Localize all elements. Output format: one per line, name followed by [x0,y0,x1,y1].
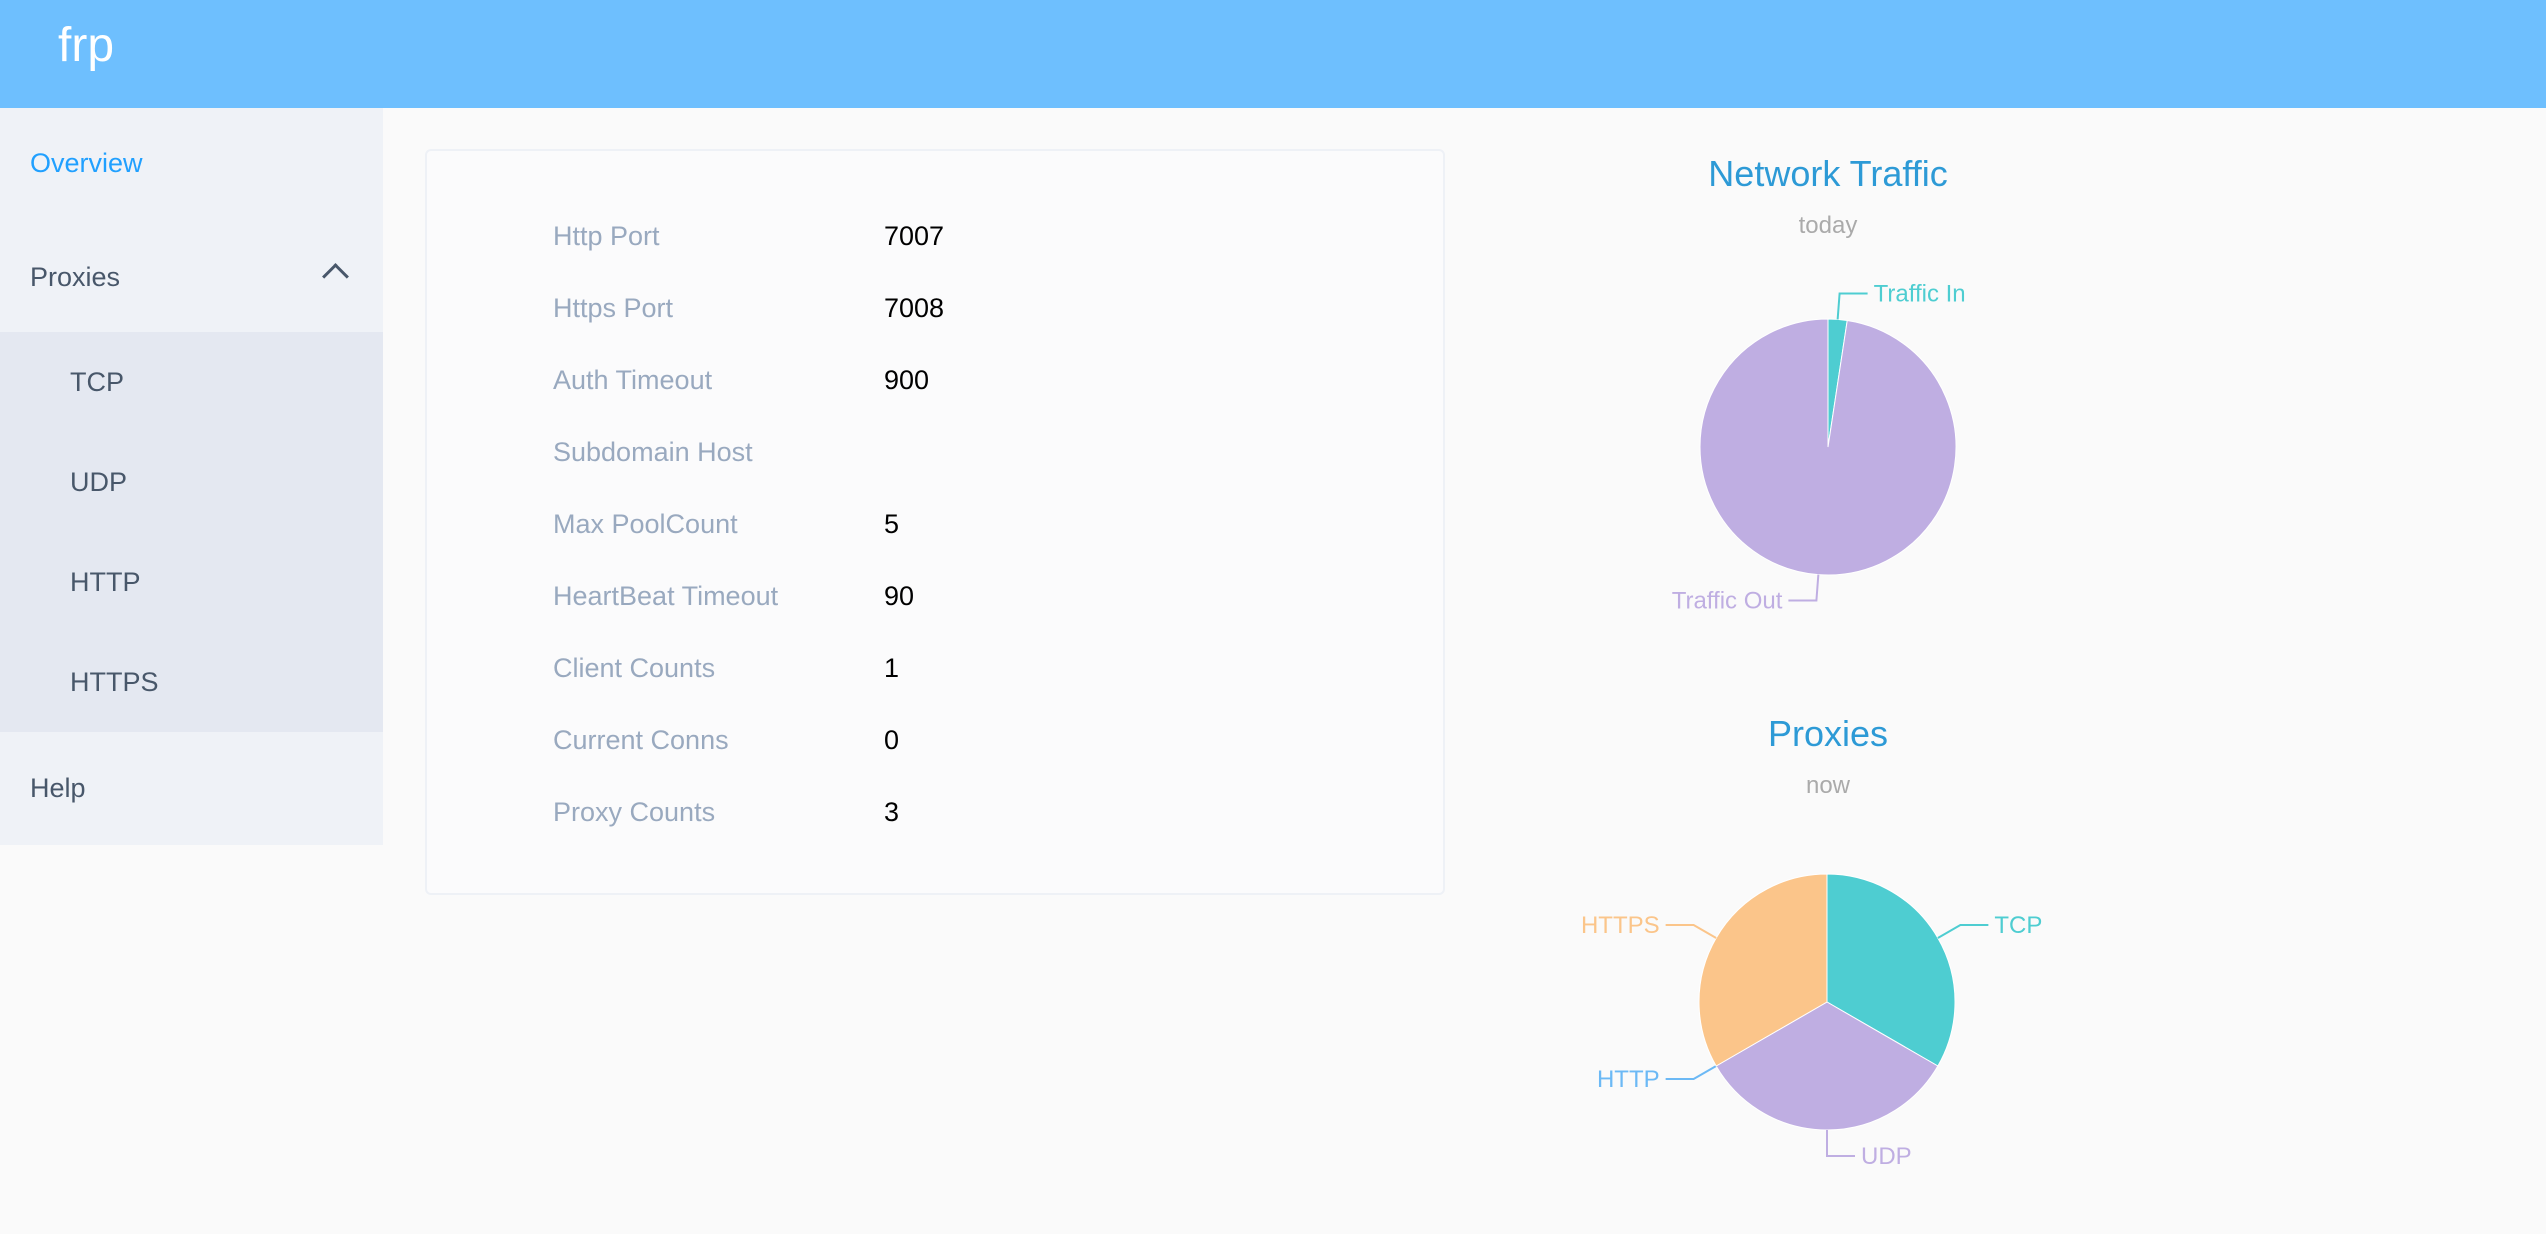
info-label: Http Port [553,220,660,251]
info-label: Proxy Counts [553,796,716,827]
proxies-chart-title: Proxies [1767,713,1889,754]
info-value: 3 [884,796,900,827]
info-value: 90 [884,580,915,611]
sidebar-item-udp[interactable]: UDP [70,466,128,497]
info-value: 900 [884,364,930,395]
info-label: HeartBeat Timeout [553,580,779,611]
proxies-pie-chart: TCP UDP HTTP HTTPS [1581,873,2042,1170]
info-label: Https Port [553,292,674,323]
label-line-traffic-out [1788,574,1820,602]
pie-slice-https[interactable] [1698,873,1828,1067]
slice-label-udp: UDP [1861,1143,1912,1170]
pie-slice-traffic-out[interactable] [1699,318,1957,576]
pie-slice-tcp[interactable] [1826,873,1956,1067]
slice-label-traffic-in: Traffic In [1874,280,1966,307]
pie-slice-udp[interactable] [1715,1001,1939,1131]
info-value: 5 [884,508,900,539]
info-row: HeartBeat Timeout 90 [553,576,914,616]
info-row: Subdomain Host [553,432,884,472]
info-label: Client Counts [553,652,716,683]
info-value: 0 [884,724,900,755]
server-info-card: Http Port 7007 Https Port 7008 Auth Timeou… [425,149,1445,895]
info-value: 1 [884,652,900,683]
sidebar-item-proxies[interactable]: Proxies [0,227,383,327]
slice-label-https: HTTPS [1581,912,1660,939]
info-row: Auth Timeout 900 [553,360,929,400]
traffic-chart-title: Network Traffic [1708,153,1948,194]
top-header: frp [0,0,2546,108]
sidebar: Overview Proxies TCP UDP HTTP HTTPS Help [0,108,383,845]
label-line-tcp [1937,924,1989,939]
info-label: Auth Timeout [553,364,713,395]
slice-label-tcp: TCP [1994,912,2042,939]
slice-label-http: HTTP [1597,1066,1660,1093]
info-row: Max PoolCount 5 [553,504,899,544]
info-value: 7007 [884,220,945,251]
sidebar-item-http[interactable]: HTTP [70,566,141,597]
info-row: Https Port 7008 [553,288,944,328]
sidebar-item-https[interactable]: HTTPS [70,666,159,697]
label-line-http [1665,1065,1717,1080]
info-label: Max PoolCount [553,508,738,539]
info-row: Current Conns 0 [553,720,899,760]
label-line-traffic-in [1836,292,1868,320]
sidebar-item-tcp[interactable]: TCP [70,366,124,397]
proxies-chart-subtitle: now [1805,772,1851,799]
traffic-pie-chart: Traffic In Traffic Out [1672,280,1966,615]
info-label: Subdomain Host [553,436,753,467]
info-row: Proxy Counts 3 [553,792,899,832]
sidebar-item-overview[interactable]: Overview [30,147,143,178]
traffic-chart-subtitle: today [1798,212,1858,239]
brand-logo[interactable]: frp [58,19,115,72]
slice-label-traffic-out: Traffic Out [1672,588,1783,615]
info-row: Http Port 7007 [553,216,944,256]
sidebar-item-help[interactable]: Help [30,772,86,803]
chevron-up-icon [322,263,349,290]
sidebar-item-label: Proxies [30,261,121,292]
label-line-udp [1826,1130,1855,1157]
info-label: Current Conns [553,724,729,755]
label-line-https [1665,924,1717,939]
proxies-submenu: TCP UDP HTTP HTTPS [0,332,383,732]
info-value: 7008 [884,292,945,323]
info-row: Client Counts 1 [553,648,899,688]
